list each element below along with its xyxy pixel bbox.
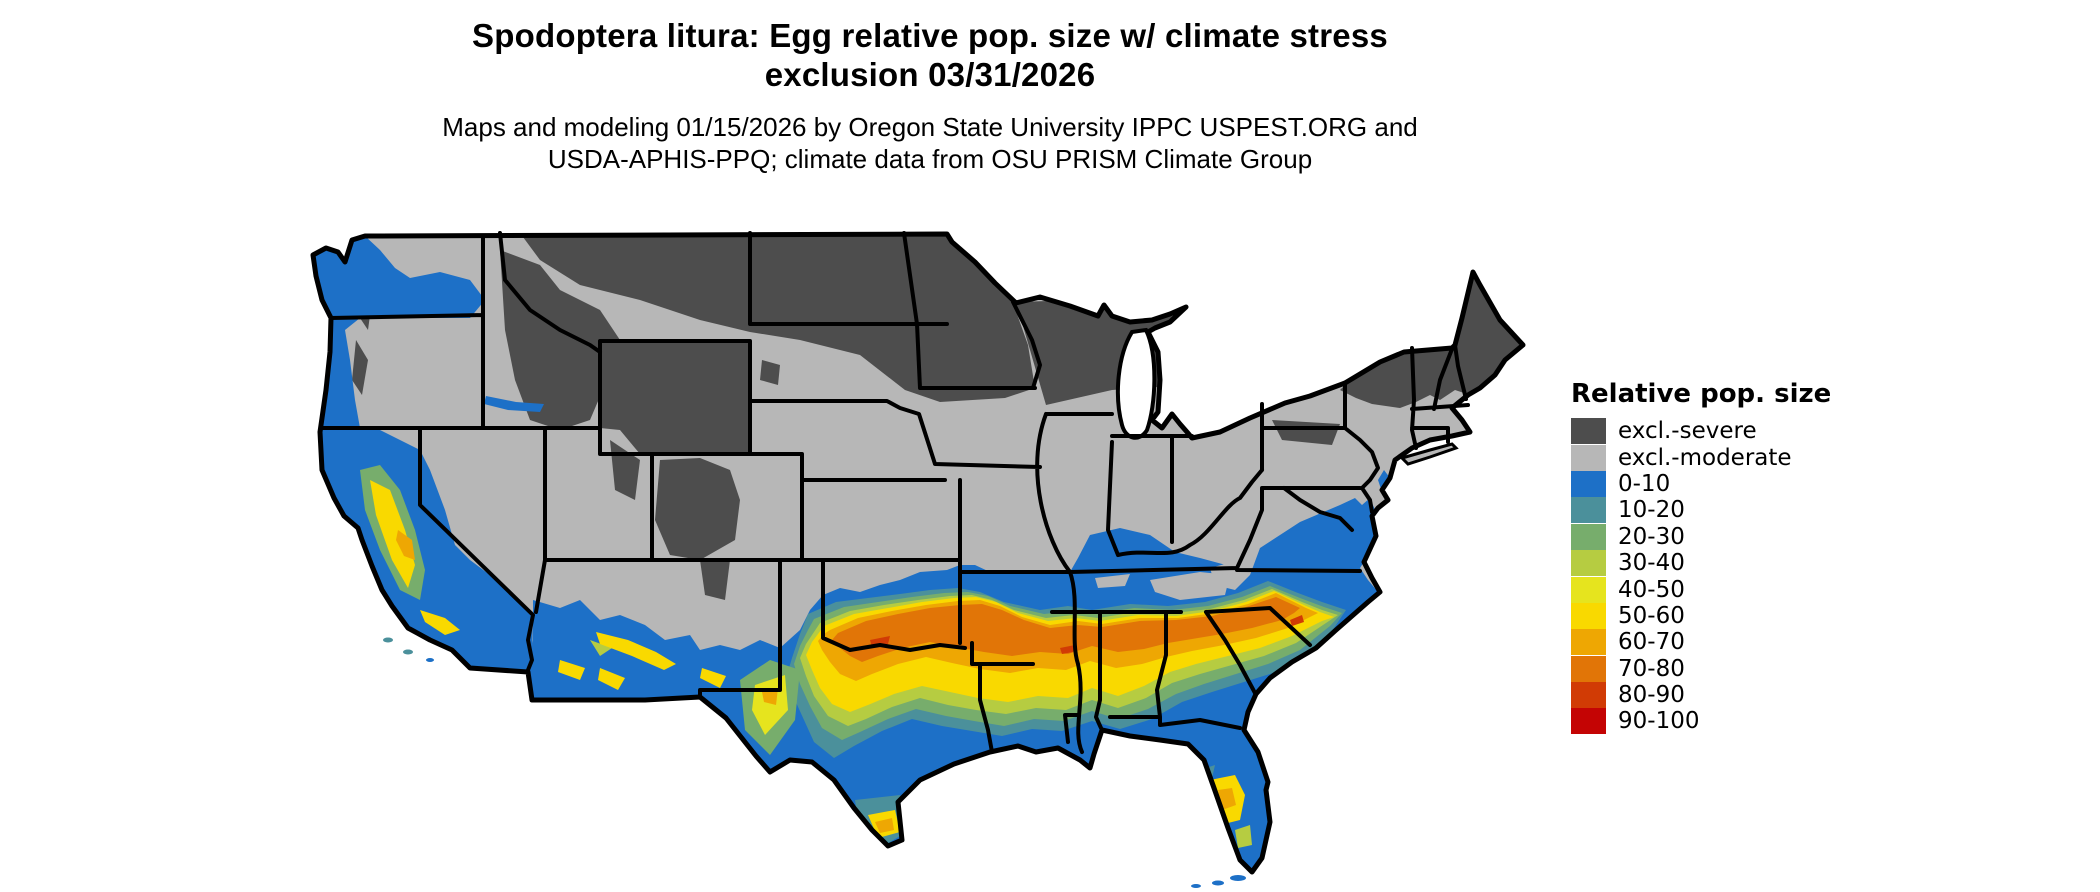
map-header: Spodoptera litura: Egg relative pop. siz… [0,16,1860,175]
legend-label-r10_20: 10-20 [1618,497,1685,524]
map-subtitle-line1: Maps and modeling 01/15/2026 by Oregon S… [442,112,1418,142]
legend-label-r90_100: 90-100 [1618,708,1700,735]
legend-label-r20_30: 20-30 [1618,523,1685,550]
legend-item-r80_90: 80-90 [1571,682,1951,709]
legend-item-r0_10: 0-10 [1571,470,1951,497]
legend-item-excl_severe: excl.-severe [1571,418,1951,445]
legend-swatch-r80_90 [1571,682,1606,709]
legend-swatch-excl_severe [1571,418,1606,445]
legend-swatch-r70_80 [1571,655,1606,682]
legend-swatch-r0_10 [1571,470,1606,497]
legend-label-r80_90: 80-90 [1618,682,1685,709]
legend-item-r30_40: 30-40 [1571,550,1951,577]
legend-swatch-excl_moderate [1571,444,1606,471]
legend-item-r50_60: 50-60 [1571,602,1951,629]
map-title-line2: exclusion 03/31/2026 [764,56,1096,93]
us-risk-map [300,226,1560,890]
legend-label-r30_40: 30-40 [1618,550,1685,577]
legend-swatch-r30_40 [1571,550,1606,577]
legend-label-r0_10: 0-10 [1618,470,1671,497]
legend-item-excl_moderate: excl.-moderate [1571,444,1951,471]
legend-label-r70_80: 70-80 [1618,655,1685,682]
us-risk-map-svg [310,231,1526,888]
legend-item-r70_80: 70-80 [1571,655,1951,682]
legend-swatch-r90_100 [1571,708,1606,735]
channel-islands [383,637,434,662]
legend-item-r90_100: 90-100 [1571,708,1951,735]
legend-item-r40_50: 40-50 [1571,576,1951,603]
legend-items: excl.-severe excl.-moderate 0-10 10-20 20-30… [1571,418,1951,735]
lake-michigan [1115,327,1157,440]
legend-title: Relative pop. size [1571,379,1832,409]
legend-item-r20_30: 20-30 [1571,523,1951,550]
legend-label-excl_severe: excl.-severe [1618,418,1757,445]
legend-label-r60_70: 60-70 [1618,629,1685,656]
legend-label-r40_50: 40-50 [1618,576,1685,603]
legend-swatch-r10_20 [1571,497,1606,524]
legend-item-r10_20: 10-20 [1571,497,1951,524]
florida-keys [1191,875,1246,888]
long-island [1399,442,1459,466]
map-region-population-band [786,581,1346,758]
map-title-line1: Spodoptera litura: Egg relative pop. siz… [472,17,1388,54]
map-subtitle: Maps and modeling 01/15/2026 by Oregon S… [0,111,1860,175]
legend-swatch-r50_60 [1571,602,1606,629]
legend-swatch-r20_30 [1571,523,1606,550]
map-legend: Relative pop. size excl.-severe excl.-mod… [1571,379,1951,735]
legend-item-r60_70: 60-70 [1571,629,1951,656]
map-subtitle-line2: USDA-APHIS-PPQ; climate data from OSU PR… [547,144,1313,174]
us-outline [310,231,1526,875]
legend-label-r50_60: 50-60 [1618,602,1685,629]
state-borders [321,231,1470,754]
legend-swatch-r60_70 [1571,629,1606,656]
legend-swatch-r40_50 [1571,576,1606,603]
legend-label-excl_moderate: excl.-moderate [1618,444,1792,471]
